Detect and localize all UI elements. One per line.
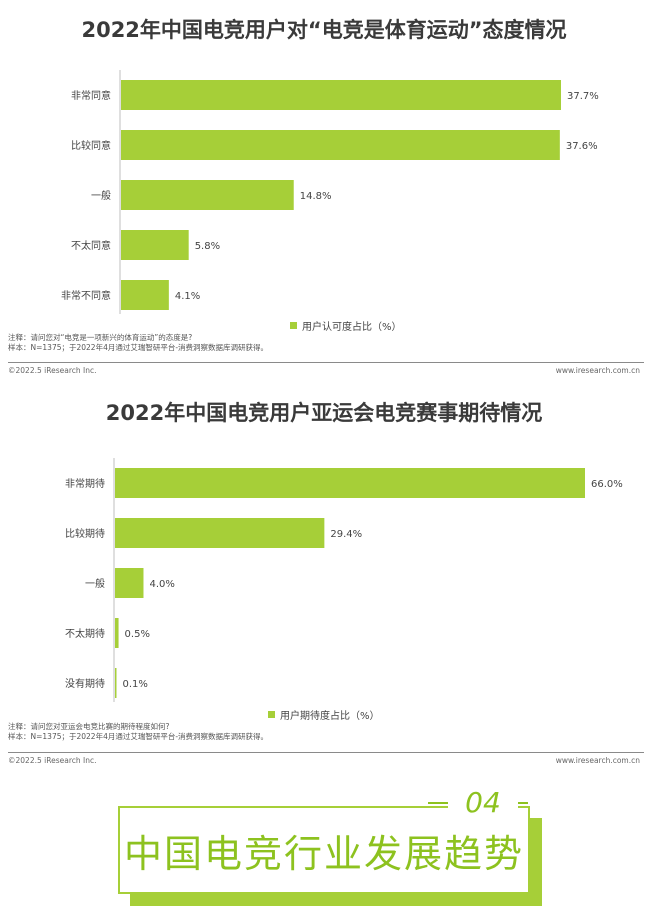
bar-3 <box>115 568 144 598</box>
category-label: 没有期待 <box>65 677 105 690</box>
website-link[interactable]: www.iresearch.com.cn <box>555 366 640 375</box>
data-label: 66.0% <box>591 479 623 490</box>
section-number-dash <box>428 802 450 804</box>
footer-divider <box>8 362 644 363</box>
bar-2 <box>115 518 325 548</box>
copyright-text: ©2022.5 iResearch Inc. <box>8 366 97 375</box>
category-label: 比较同意 <box>71 139 111 152</box>
section-title-box: 中国电竞行业发展趋势 <box>118 806 530 894</box>
category-label: 非常同意 <box>71 89 111 102</box>
data-label: 4.1% <box>175 291 200 302</box>
data-label: 37.7% <box>567 91 599 102</box>
bar-5 <box>121 280 169 310</box>
bar-1 <box>121 80 561 110</box>
data-label: 14.8% <box>300 191 332 202</box>
data-label: 0.5% <box>125 629 150 640</box>
section-number: 04 <box>448 784 518 822</box>
bar-1 <box>115 468 585 498</box>
section-number-dash <box>514 802 528 804</box>
category-label: 一般 <box>85 577 105 590</box>
legend-label: 用户期待度占比（%） <box>280 711 380 722</box>
data-label: 4.0% <box>149 579 174 590</box>
category-label: 非常不同意 <box>61 289 111 302</box>
data-label: 5.8% <box>195 241 220 252</box>
note-question: 注释：请问您对亚运会电竞比赛的期待程度如何? <box>8 722 170 731</box>
legend-swatch <box>290 322 297 329</box>
chart-legend: 用户认可度占比（%） <box>290 318 402 333</box>
chart-note: 注释：请问您对亚运会电竞比赛的期待程度如何? 样本：N=1375；于2022年4… <box>8 722 268 742</box>
website-link[interactable]: www.iresearch.com.cn <box>555 756 640 765</box>
data-label: 0.1% <box>123 679 148 690</box>
attitude-bar-chart: 非常同意 37.7% 比较同意 37.6% 一般 14.8% 不太同意 5.8% 非常不同意 4.… <box>61 70 599 314</box>
bar-3 <box>121 180 294 210</box>
chart-legend: 用户期待度占比（%） <box>268 707 380 722</box>
section-title: 中国电竞行业发展趋势 <box>123 831 524 876</box>
copyright-text: ©2022.5 iResearch Inc. <box>8 756 97 765</box>
legend-swatch <box>268 711 275 718</box>
category-label: 非常期待 <box>65 477 105 490</box>
bar-2 <box>121 130 560 160</box>
note-sample: 样本：N=1375；于2022年4月通过艾瑞智研平台-消费洞察数据库调研获得。 <box>8 732 269 741</box>
legend-label: 用户认可度占比（%） <box>302 322 402 333</box>
bar-4 <box>121 230 189 260</box>
chart-title-attitude: 2022年中国电竞用户对“电竞是体育运动”态度情况 <box>81 18 567 42</box>
category-label: 不太期待 <box>65 627 105 640</box>
footer-divider <box>8 752 644 753</box>
category-label: 不太同意 <box>71 239 111 252</box>
bar-5 <box>115 668 117 698</box>
note-sample: 样本：N=1375；于2022年4月通过艾瑞智研平台-消费洞察数据库调研获得。 <box>8 343 269 352</box>
note-question: 注释：请问您对“电竞是一项新兴的体育运动”的态度是? <box>8 333 193 342</box>
bar-4 <box>115 618 119 648</box>
data-label: 37.6% <box>566 141 598 152</box>
chart-title-expectation: 2022年中国电竞用户亚运会电竞赛事期待情况 <box>105 401 543 425</box>
category-label: 比较期待 <box>65 527 105 540</box>
expectation-bar-chart: 非常期待 66.0% 比较期待 29.4% 一般 4.0% 不太期待 0.5% 没有期待 0.1% <box>65 458 623 702</box>
data-label: 29.4% <box>330 529 362 540</box>
category-label: 一般 <box>91 189 111 202</box>
chart-note: 注释：请问您对“电竞是一项新兴的体育运动”的态度是? 样本：N=1375；于20… <box>8 333 268 353</box>
